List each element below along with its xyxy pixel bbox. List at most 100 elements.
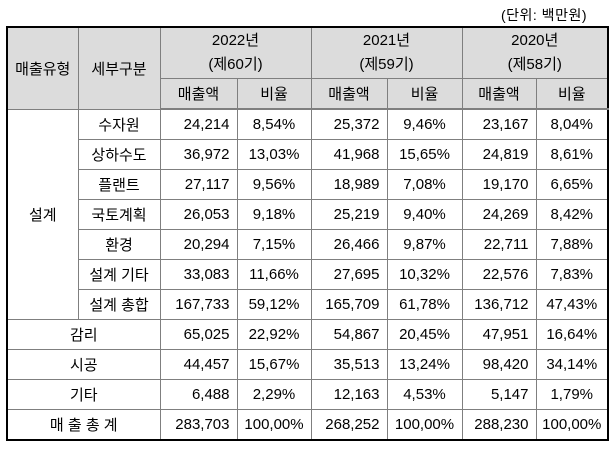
amount-cell: 65,025: [159, 319, 238, 350]
ratio-cell: 9,18%: [236, 199, 312, 230]
amount-cell: 12,163: [310, 379, 388, 410]
amount-cell: 98,420: [461, 349, 537, 380]
header-ratio: 비율: [386, 78, 463, 110]
amount-cell: 36,972: [159, 139, 238, 170]
amount-cell: 22,711: [461, 229, 537, 260]
ratio-cell: 6,65%: [535, 169, 609, 200]
amount-cell: 6,488: [159, 379, 238, 410]
table-row: 감리 65,025 22,92% 54,867 20,45% 47,951 16,64%: [6, 319, 609, 350]
ratio-cell: 9,56%: [236, 169, 312, 200]
table-row: 설계 총합 167,733 59,12% 165,709 61,78% 136,712 47…: [7, 289, 609, 320]
ratio-cell: 8,04%: [535, 108, 609, 140]
header-sales-type: 매출유형: [6, 26, 79, 110]
ratio-cell: 8,61%: [535, 139, 609, 170]
amount-cell: 20,294: [159, 229, 238, 260]
ratio-cell: 9,40%: [386, 199, 463, 230]
amount-cell: 288,230: [461, 409, 537, 441]
year-label: 2020년: [511, 32, 559, 49]
ratio-cell: 47,43%: [535, 289, 609, 320]
ratio-cell: 15,67%: [236, 349, 312, 380]
ratio-cell: 7,15%: [236, 229, 312, 260]
term-label: (제59기): [359, 56, 414, 73]
summary-label-cell: 기타: [6, 379, 161, 410]
detail-cell: 설계 총합: [77, 289, 161, 320]
amount-cell: 26,466: [310, 229, 388, 260]
amount-cell: 35,513: [310, 349, 388, 380]
header-detail: 세부구분: [77, 26, 161, 110]
amount-cell: 27,695: [310, 259, 388, 290]
ratio-cell: 9,87%: [386, 229, 463, 260]
header-year-2021: 2021년 (제59기): [310, 26, 463, 79]
amount-cell: 18,989: [310, 169, 388, 200]
table-header: 매출유형 세부구분 2022년 (제60기) 2021년 (제59기) 2020…: [6, 26, 609, 110]
sales-table: 매출유형 세부구분 2022년 (제60기) 2021년 (제59기) 2020…: [6, 26, 609, 441]
amount-cell: 41,968: [310, 139, 388, 170]
term-label: (제58기): [507, 56, 562, 73]
amount-cell: 19,170: [461, 169, 537, 200]
table-row: 플랜트 27,117 9,56% 18,989 7,08% 19,170 6,65%: [7, 169, 609, 200]
table-row: 상하수도 36,972 13,03% 41,968 15,65% 24,819 8,61%: [7, 139, 609, 170]
amount-cell: 24,269: [461, 199, 537, 230]
ratio-cell: 13,24%: [386, 349, 463, 380]
table-row: 환경 20,294 7,15% 26,466 9,87% 22,711 7,88%: [7, 229, 609, 260]
amount-cell: 44,457: [159, 349, 238, 380]
ratio-cell: 34,14%: [535, 349, 609, 380]
header-row-years: 매출유형 세부구분 2022년 (제60기) 2021년 (제59기) 2020…: [6, 26, 609, 110]
amount-cell: 24,214: [159, 108, 238, 140]
amount-cell: 23,167: [461, 108, 537, 140]
ratio-cell: 7,83%: [535, 259, 609, 290]
header-year-2022: 2022년 (제60기): [159, 26, 312, 79]
table-row: 매 출 총 계 283,703 100,00% 268,252 100,00% 288,2…: [6, 409, 609, 441]
detail-cell: 환경: [77, 229, 161, 260]
unit-label: (단위: 백만원): [500, 7, 587, 23]
sales-type-group-cell: 설계: [6, 108, 79, 320]
ratio-cell: 11,66%: [236, 259, 312, 290]
amount-cell: 5,147: [461, 379, 537, 410]
amount-cell: 268,252: [310, 409, 388, 441]
ratio-cell: 13,03%: [236, 139, 312, 170]
amount-cell: 27,117: [159, 169, 238, 200]
year-label: 2022년: [211, 32, 260, 49]
ratio-cell: 8,54%: [236, 108, 312, 140]
amount-cell: 283,703: [159, 409, 238, 441]
amount-cell: 26,053: [159, 199, 238, 230]
amount-cell: 167,733: [159, 289, 238, 320]
summary-label-cell: 매 출 총 계: [6, 409, 161, 441]
ratio-cell: 15,65%: [386, 139, 463, 170]
amount-cell: 136,712: [461, 289, 537, 320]
summary-label-cell: 감리: [6, 319, 161, 350]
detail-cell: 플랜트: [77, 169, 161, 200]
ratio-cell: 16,64%: [535, 319, 609, 350]
detail-cell: 국토계획: [77, 199, 161, 230]
ratio-cell: 20,45%: [386, 319, 463, 350]
ratio-cell: 22,92%: [236, 319, 312, 350]
header-ratio: 비율: [535, 78, 609, 110]
ratio-cell: 7,08%: [386, 169, 463, 200]
ratio-cell: 100,00%: [236, 409, 312, 441]
detail-cell: 상하수도: [77, 139, 161, 170]
summary-label-cell: 시공: [6, 349, 161, 380]
amount-cell: 24,819: [461, 139, 537, 170]
table-row: 기타 6,488 2,29% 12,163 4,53% 5,147 1,79%: [6, 379, 609, 410]
header-row-measures: 매출액 비율 매출액 비율 매출액 비율: [7, 78, 609, 110]
amount-cell: 25,372: [310, 108, 388, 140]
ratio-cell: 1,79%: [535, 379, 609, 410]
amount-cell: 54,867: [310, 319, 388, 350]
ratio-cell: 59,12%: [236, 289, 312, 320]
table-body: 설계 수자원 24,214 8,54% 25,372 9,46% 23,167 8,04% 상하…: [6, 108, 609, 441]
table-row: 설계 수자원 24,214 8,54% 25,372 9,46% 23,167 8,04%: [6, 108, 609, 320]
header-year-2020: 2020년 (제58기): [461, 26, 609, 79]
header-sales-amount: 매출액: [310, 78, 388, 110]
ratio-cell: 4,53%: [386, 379, 463, 410]
term-label: (제60기): [208, 56, 263, 73]
table-row: 국토계획 26,053 9,18% 25,219 9,40% 24,269 8,42%: [7, 199, 609, 230]
header-sales-amount: 매출액: [461, 78, 537, 110]
ratio-cell: 10,32%: [386, 259, 463, 290]
amount-cell: 25,219: [310, 199, 388, 230]
ratio-cell: 9,46%: [386, 108, 463, 140]
ratio-cell: 100,00%: [386, 409, 463, 441]
header-sales-amount: 매출액: [159, 78, 238, 110]
table-row: 설계 기타 33,083 11,66% 27,695 10,32% 22,576 7,83%: [7, 259, 609, 290]
ratio-cell: 7,88%: [535, 229, 609, 260]
